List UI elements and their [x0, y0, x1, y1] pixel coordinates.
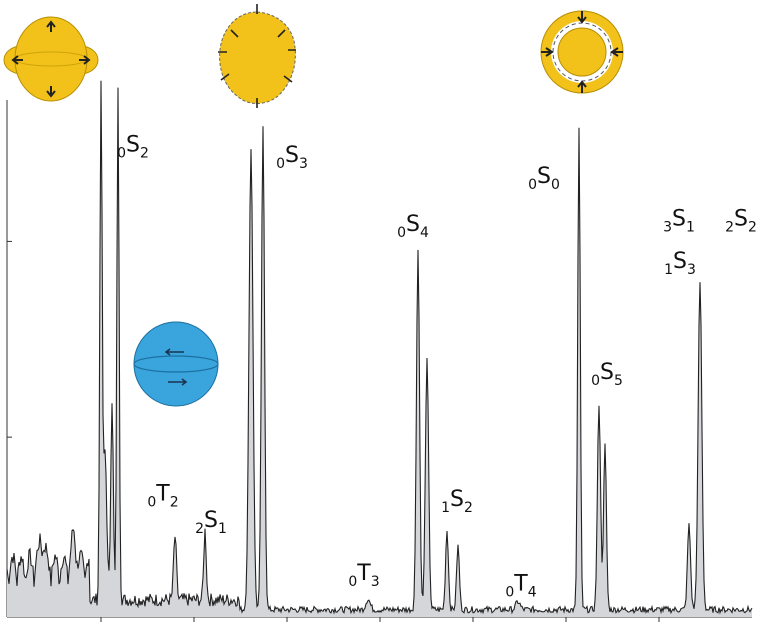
- label-2S1: 2S1: [195, 508, 227, 537]
- label-2S2: 2S2: [725, 207, 757, 236]
- spectrum-fill: [7, 80, 752, 617]
- label-0S5: 0S5: [591, 360, 623, 389]
- label-0T3: 0T3: [348, 561, 379, 590]
- y-ticks: [7, 240, 12, 438]
- peak-labels: 0S2 0S3 0S4 0S0 3S1 2S2 1S3 0S5 0T2 2S1 1S2 0T3 0T4: [117, 132, 757, 600]
- label-0S0: 0S0: [528, 164, 560, 193]
- radial-0S0-mode-icon: [540, 10, 624, 94]
- x-ticks: [100, 617, 660, 622]
- label-0T2: 0T2: [147, 482, 178, 511]
- label-3S1: 3S1: [663, 207, 695, 236]
- label-0S2: 0S2: [117, 132, 149, 161]
- label-1S3: 1S3: [664, 249, 696, 278]
- label-0S3: 0S3: [276, 143, 308, 172]
- spheroidal-0S3-mode-icon: [218, 4, 296, 108]
- label-1S2: 1S2: [441, 487, 473, 516]
- label-0S4: 0S4: [397, 212, 429, 241]
- spectrum-trace: [6, 80, 753, 615]
- label-0T4: 0T4: [505, 572, 536, 601]
- toroidal-0T2-mode-icon: [133, 321, 219, 407]
- spheroidal-0S2-mode-icon: [3, 16, 99, 102]
